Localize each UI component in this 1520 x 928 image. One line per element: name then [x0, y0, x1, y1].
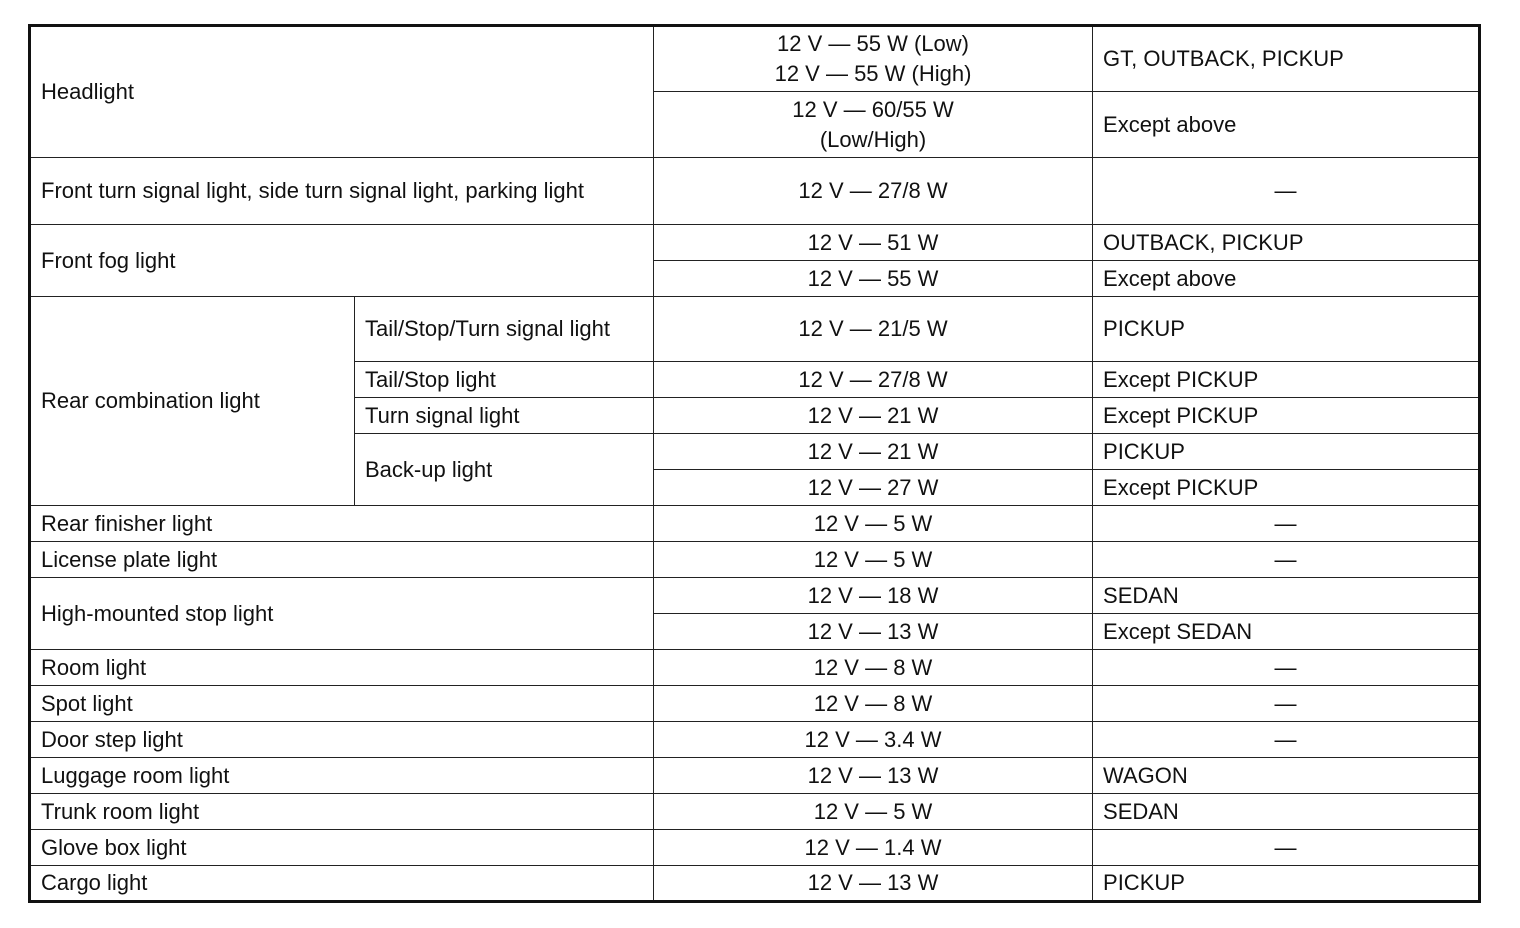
spec-cell: 12 V — 55 W (Low) 12 V — 55 W (High) [653, 25, 1094, 92]
item-cell: License plate light [28, 541, 655, 578]
spec-cell: 12 V — 21/5 W [653, 296, 1094, 362]
sub-item-cell: Turn signal light [353, 397, 655, 434]
spec-cell: 12 V — 8 W [653, 649, 1094, 686]
spec-cell: 12 V — 27/8 W [653, 157, 1094, 225]
table-row: Turn signal light 12 V — 21 W Except PIC… [30, 397, 1481, 434]
note-cell: PICKUP [1092, 296, 1481, 362]
spec-cell: 12 V — 8 W [653, 685, 1094, 722]
table-row: License plate light 12 V — 5 W — [28, 541, 1481, 578]
sub-item-cell: Tail/Stop/Turn signal light [353, 296, 655, 362]
note-cell: — [1092, 505, 1481, 542]
spec-cell: 12 V — 55 W [653, 260, 1094, 297]
table-row: 12 V — 60/55 W (Low/High) Except above [30, 91, 1481, 158]
item-cell: Room light [28, 649, 655, 686]
table-row: Room light 12 V — 8 W — [28, 649, 1481, 686]
spec-cell: 12 V — 27/8 W [653, 361, 1094, 398]
table-row: Spot light 12 V — 8 W — [28, 685, 1481, 722]
note-cell: Except PICKUP [1092, 361, 1481, 398]
item-cell: High-mounted stop light [28, 577, 655, 650]
note-cell: SEDAN [1092, 793, 1481, 830]
spec-cell: 12 V — 13 W [653, 757, 1094, 794]
table-row: Rear finisher light 12 V — 5 W — [28, 505, 1481, 542]
item-cell: Door step light [28, 721, 655, 758]
note-cell: — [1092, 685, 1481, 722]
item-cell: Cargo light [28, 865, 655, 902]
sub-item-cell: Tail/Stop light [353, 361, 655, 398]
note-cell: PICKUP [1092, 433, 1481, 470]
note-cell: Except PICKUP [1092, 397, 1481, 434]
spec-cell: 12 V — 21 W [653, 433, 1094, 470]
note-cell: — [1092, 541, 1481, 578]
spec-cell: 12 V — 5 W [653, 505, 1094, 542]
spec-cell: 12 V — 27 W [653, 469, 1094, 506]
spec-cell: 12 V — 13 W [653, 613, 1094, 650]
sub-item-cell: Back-up light [353, 433, 655, 506]
note-cell: OUTBACK, PICKUP [1092, 224, 1481, 261]
table-row: Trunk room light 12 V — 5 W SEDAN [28, 793, 1481, 830]
note-cell: Except above [1092, 260, 1481, 297]
spec-cell: 12 V — 21 W [653, 397, 1094, 434]
bulb-specification-table: Headlight 12 V — 55 W (Low) 12 V — 55 W … [28, 24, 1482, 903]
table-row: Rear combination light Tail/Stop/Turn si… [29, 296, 1481, 506]
spec-cell: 12 V — 1.4 W [653, 829, 1094, 866]
spec-cell: 12 V — 3.4 W [653, 721, 1094, 758]
note-cell: GT, OUTBACK, PICKUP [1092, 25, 1481, 92]
table-row: Back-up light 12 V — 21 W PICKUP [30, 433, 1481, 506]
note-cell: Except SEDAN [1092, 613, 1481, 650]
item-cell: Front turn signal light, side turn signa… [28, 157, 655, 225]
item-cell: Rear finisher light [28, 505, 655, 542]
note-cell: — [1092, 721, 1481, 758]
item-cell: Trunk room light [28, 793, 655, 830]
note-cell: — [1092, 157, 1481, 225]
note-cell: Except PICKUP [1092, 469, 1481, 506]
item-cell: Luggage room light [28, 757, 655, 794]
note-cell: PICKUP [1092, 865, 1481, 902]
spec-cell: 12 V — 60/55 W (Low/High) [653, 91, 1094, 158]
note-cell: SEDAN [1092, 577, 1481, 614]
table-row: 12 V — 13 W Except SEDAN [30, 613, 1481, 650]
spec-cell: 12 V — 5 W [653, 793, 1094, 830]
spec-cell: 12 V — 51 W [653, 224, 1094, 261]
item-cell: Front fog light [28, 224, 655, 297]
note-cell: — [1092, 829, 1481, 866]
spec-cell: 12 V — 13 W [653, 865, 1094, 902]
table-row: Front fog light 12 V — 51 W OUTBACK, PIC… [28, 224, 1481, 297]
item-cell: Glove box light [28, 829, 655, 866]
item-cell: Headlight [28, 25, 655, 158]
spec-cell: 12 V — 18 W [653, 577, 1094, 614]
table-row: High-mounted stop light 12 V — 18 W SEDA… [28, 577, 1481, 650]
table-row: Tail/Stop light 12 V — 27/8 W Except PIC… [30, 361, 1481, 398]
item-cell: Rear combination light [29, 296, 355, 506]
table-row: Headlight 12 V — 55 W (Low) 12 V — 55 W … [28, 25, 1481, 158]
note-cell: WAGON [1092, 757, 1481, 794]
table-row: Door step light 12 V — 3.4 W — [28, 721, 1481, 758]
table-row: Luggage room light 12 V — 13 W WAGON [28, 757, 1481, 794]
spec-cell: 12 V — 5 W [653, 541, 1094, 578]
table-row: Front turn signal light, side turn signa… [28, 157, 1481, 225]
table-row: Glove box light 12 V — 1.4 W — [28, 829, 1481, 866]
note-cell: Except above [1092, 91, 1481, 158]
note-cell: — [1092, 649, 1481, 686]
item-cell: Spot light [28, 685, 655, 722]
table-row: Cargo light 12 V — 13 W PICKUP [28, 865, 1481, 902]
